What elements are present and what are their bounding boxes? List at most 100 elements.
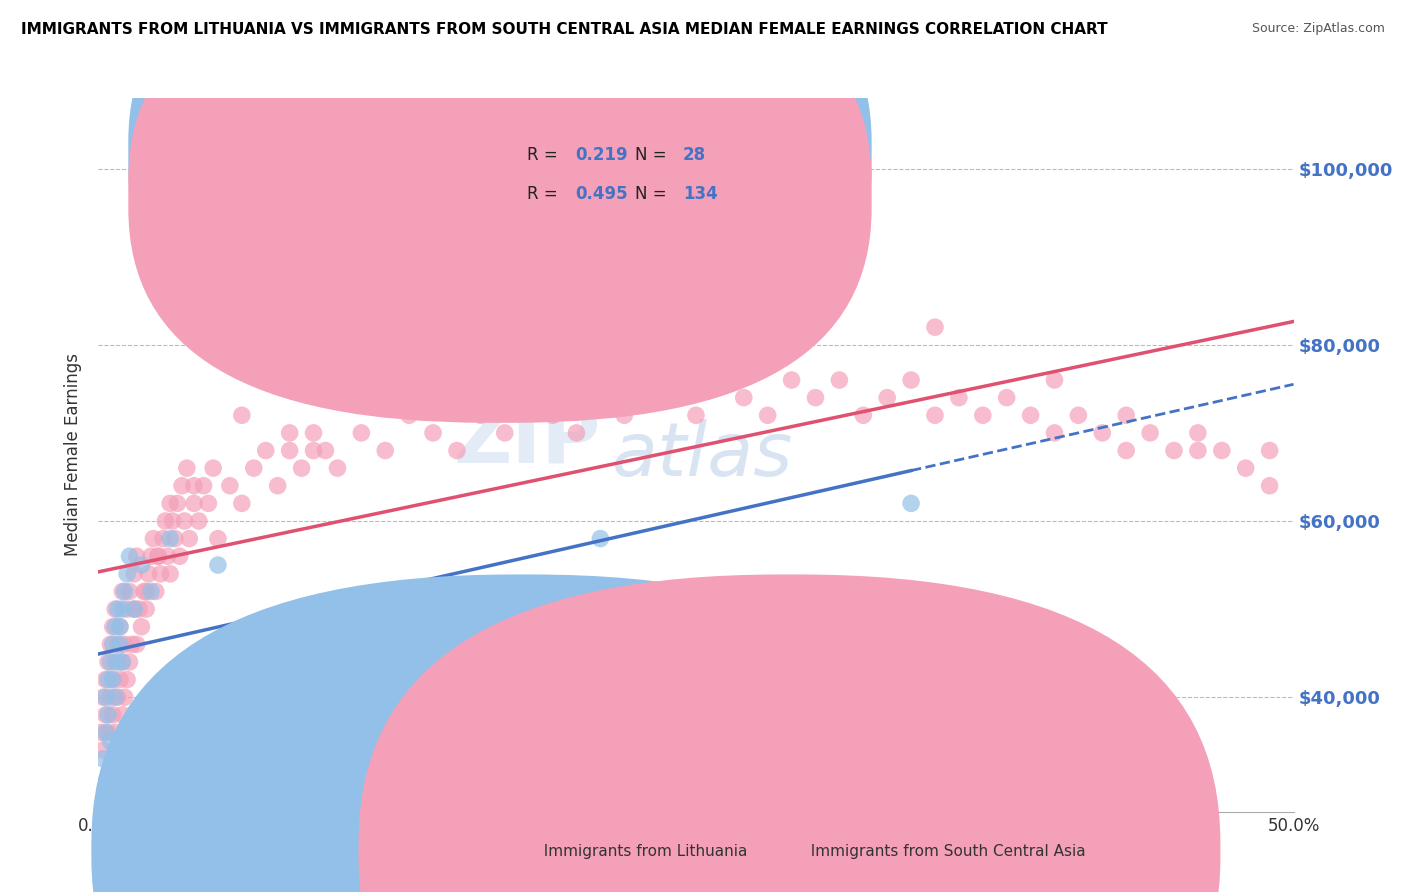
Text: Immigrants from Lithuania: Immigrants from Lithuania [534,845,748,859]
Point [254,373,277,387]
Point [107,690,129,705]
Point [124,602,146,616]
Point [709,373,731,387]
Point [94,673,117,687]
FancyBboxPatch shape [359,574,1220,892]
Point [876,391,898,405]
Text: Source: ZipAtlas.com: Source: ZipAtlas.com [1251,22,1385,36]
Point [1258,479,1281,493]
Point [900,496,922,510]
Point [94,707,117,722]
FancyBboxPatch shape [128,0,872,423]
Point [202,461,225,475]
Point [101,637,124,651]
Point [183,496,205,510]
Point [159,532,181,546]
Point [111,707,134,722]
Point [613,409,636,423]
Point [111,655,134,669]
Point [148,549,170,564]
Point [1187,425,1209,440]
Point [972,409,994,423]
Point [148,549,170,564]
Point [1067,409,1090,423]
Point [97,725,120,739]
Point [107,655,129,669]
Point [97,673,120,687]
Point [138,566,160,581]
Y-axis label: Median Female Earnings: Median Female Earnings [65,353,83,557]
Point [804,391,827,405]
Text: IMMIGRANTS FROM LITHUANIA VS IMMIGRANTS FROM SOUTH CENTRAL ASIA MEDIAN FEMALE EA: IMMIGRANTS FROM LITHUANIA VS IMMIGRANTS … [21,22,1108,37]
Point [1043,373,1066,387]
Point [152,532,174,546]
Point [115,673,138,687]
Point [291,461,314,475]
Point [231,409,253,423]
Point [852,409,875,423]
Point [302,443,325,458]
Point [326,461,349,475]
Point [995,391,1018,405]
Point [541,409,564,423]
Point [131,558,153,572]
Point [111,655,134,669]
Point [254,443,277,458]
Point [243,461,266,475]
Point [169,549,191,564]
Point [125,549,148,564]
Point [900,373,922,387]
Point [114,637,136,651]
Point [98,690,122,705]
Point [142,532,165,546]
Point [685,409,707,423]
Point [1258,443,1281,458]
Point [446,320,468,334]
Point [326,268,349,282]
Point [94,690,117,705]
Point [302,425,325,440]
Text: R =: R = [527,146,564,164]
Point [159,496,181,510]
Text: 0.219: 0.219 [575,146,628,164]
Text: atlas: atlas [613,419,794,491]
Point [470,409,492,423]
Point [124,602,146,616]
Point [108,620,131,634]
Point [661,391,683,405]
FancyBboxPatch shape [91,574,953,892]
Point [107,637,129,651]
Point [315,443,337,458]
Point [115,602,138,616]
Point [517,391,540,405]
Point [94,725,117,739]
Point [131,620,153,634]
Point [163,532,186,546]
Text: ZIP: ZIP [453,401,600,480]
Point [155,514,177,528]
Text: Immigrants from South Central Asia: Immigrants from South Central Asia [801,845,1085,859]
Point [804,232,827,246]
Point [104,602,127,616]
Point [101,707,124,722]
Point [124,707,146,722]
Point [118,655,141,669]
Point [1187,443,1209,458]
Point [470,391,492,405]
Point [156,549,179,564]
FancyBboxPatch shape [463,127,792,223]
Point [90,725,112,739]
Point [828,373,851,387]
Point [128,602,150,616]
Point [166,496,188,510]
Point [125,637,148,651]
Point [98,637,122,651]
Point [193,479,215,493]
Point [108,673,131,687]
Point [101,673,124,687]
Point [114,584,136,599]
Point [685,268,707,282]
Point [948,391,970,405]
Point [135,584,157,599]
Point [176,461,198,475]
